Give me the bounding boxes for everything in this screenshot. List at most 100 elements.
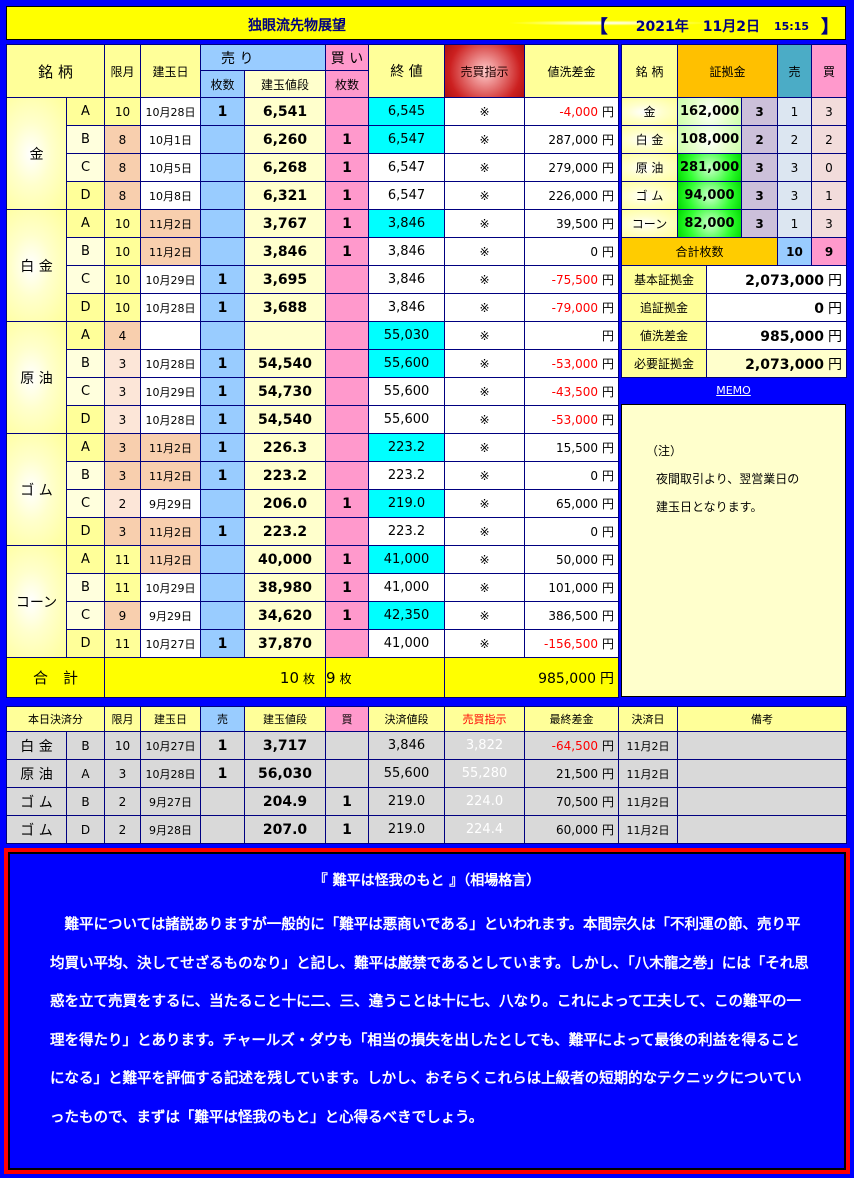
margin-commodity: 白 金 [621, 125, 678, 154]
trade-signal: ※ [444, 517, 526, 546]
entry-date: 10月29日 [140, 377, 201, 406]
yen-unit: 円 [602, 329, 615, 343]
buy-qty: 1 [325, 545, 370, 574]
margin-count: 3 [741, 181, 778, 210]
commodity-name: コーン [6, 545, 67, 658]
entry-date: 11月2日 [140, 545, 201, 574]
entry-price: 206.0 [243, 489, 327, 518]
close-price: 6,547 [368, 153, 446, 182]
buy-qty: 1 [325, 573, 370, 602]
settled-buy [325, 731, 369, 760]
yen-unit: 円 [602, 189, 615, 203]
date: 11月2日 [702, 19, 760, 35]
settled-signal: 55,280 [444, 759, 525, 788]
margin-row: コーン 82,000 3 1 3 [621, 209, 847, 238]
contract-month: 3 [104, 433, 141, 462]
yen-unit: 円 [602, 273, 615, 287]
trade-signal: ※ [444, 293, 526, 322]
header-month: 限月 [104, 44, 141, 98]
settled-header: 備考 [677, 706, 847, 732]
margin-buy: 3 [811, 209, 847, 238]
settled-letter: A [66, 759, 105, 788]
margin-header-buy: 買 [811, 44, 847, 98]
sell-qty: 1 [200, 517, 245, 546]
sell-qty: 1 [200, 461, 245, 490]
header-close: 終 値 [368, 44, 446, 98]
summary-amount: 0 [814, 300, 824, 317]
margin-buy: 1 [811, 181, 847, 210]
position-row: コーン A 11 11月2日 40,000 1 41,000 ※ 50,000 円 [6, 545, 620, 658]
close-price: 3,846 [368, 237, 446, 266]
settled-price: 56,030 [244, 759, 326, 788]
entry-date: 11月2日 [140, 209, 201, 238]
year: 2021年 [635, 19, 689, 35]
mark-to-market: 65,000 円 [524, 489, 620, 518]
settled-header: 買 [325, 706, 369, 732]
contract-month: 11 [104, 545, 141, 574]
settled-signal: 3,822 [444, 731, 525, 760]
entry-price: 223.2 [243, 461, 327, 490]
settled-header: 売買指示 [444, 706, 525, 732]
contract-month: 11 [104, 629, 141, 658]
summary-row: 基本証拠金 2,073,000 円 [621, 265, 847, 294]
position-row: B 11 10月29日 38,980 1 41,000 ※ 101,000 円 [7, 573, 620, 602]
entry-price: 6,321 [243, 181, 327, 210]
close-price: 41,000 [368, 573, 446, 602]
settled-buy [325, 759, 369, 788]
margin-commodity: ゴ ム [621, 181, 678, 210]
summary-row: 必要証拠金 2,073,000 円 [621, 349, 847, 378]
contract-letter: D [66, 517, 105, 546]
trade-signal: ※ [444, 209, 526, 238]
margin-sell: 1 [777, 209, 812, 238]
settled-header: 決済日 [618, 706, 678, 732]
memo-link[interactable]: MEMO [716, 384, 751, 397]
sell-qty [200, 125, 245, 154]
entry-date: 10月1日 [140, 125, 201, 154]
diff-value: 279,000 [548, 161, 598, 175]
mark-to-market: -79,000 円 [524, 293, 620, 322]
diff-value: 0 [590, 469, 598, 483]
memo-line: （注） [646, 444, 683, 458]
close-price: 55,030 [368, 321, 446, 350]
mark-to-market: 386,500 円 [524, 601, 620, 630]
contract-letter: A [66, 97, 105, 126]
yen-unit: 円 [602, 301, 615, 315]
diff-value: -75,500 [551, 273, 598, 287]
memo-line: 夜間取引より、翌営業日の [656, 472, 800, 486]
entry-date: 10月29日 [140, 265, 201, 294]
close-price: 6,547 [368, 125, 446, 154]
yen-unit: 円 [602, 161, 615, 175]
entry-price: 226.3 [243, 433, 327, 462]
yen-unit: 円 [602, 525, 615, 539]
summary-amount: 985,000 [760, 328, 824, 345]
trade-signal: ※ [444, 489, 526, 518]
summary-value: 985,000 円 [706, 321, 847, 350]
settled-diff: 60,000 円 [524, 815, 619, 844]
settled-letter: B [66, 731, 105, 760]
mark-to-market: -53,000 円 [524, 405, 620, 434]
entry-price [243, 321, 327, 350]
contract-letter: B [66, 461, 105, 490]
trade-signal: ※ [444, 601, 526, 630]
contract-month: 8 [104, 181, 141, 210]
summary-value: 2,073,000 円 [706, 265, 847, 294]
contract-month: 4 [104, 321, 141, 350]
trade-signal: ※ [444, 405, 526, 434]
entry-price: 54,540 [243, 349, 327, 378]
position-row: D 11 10月27日 1 37,870 41,000 ※ -156,500 円 [7, 629, 620, 658]
contract-month: 10 [104, 237, 141, 266]
contract-letter: D [66, 629, 105, 658]
entry-price: 40,000 [243, 545, 327, 574]
contract-month: 3 [104, 349, 141, 378]
settled-letter: B [66, 787, 105, 816]
summary-label: 値洗差金 [621, 321, 707, 350]
sell-qty [200, 237, 245, 266]
margin-row: 原 油 281,000 3 3 0 [621, 153, 847, 182]
contract-letter: B [66, 125, 105, 154]
buy-qty [325, 461, 370, 490]
margin-sell: 2 [777, 125, 812, 154]
margin-commodity: コーン [621, 209, 678, 238]
mark-to-market: -53,000 円 [524, 349, 620, 378]
